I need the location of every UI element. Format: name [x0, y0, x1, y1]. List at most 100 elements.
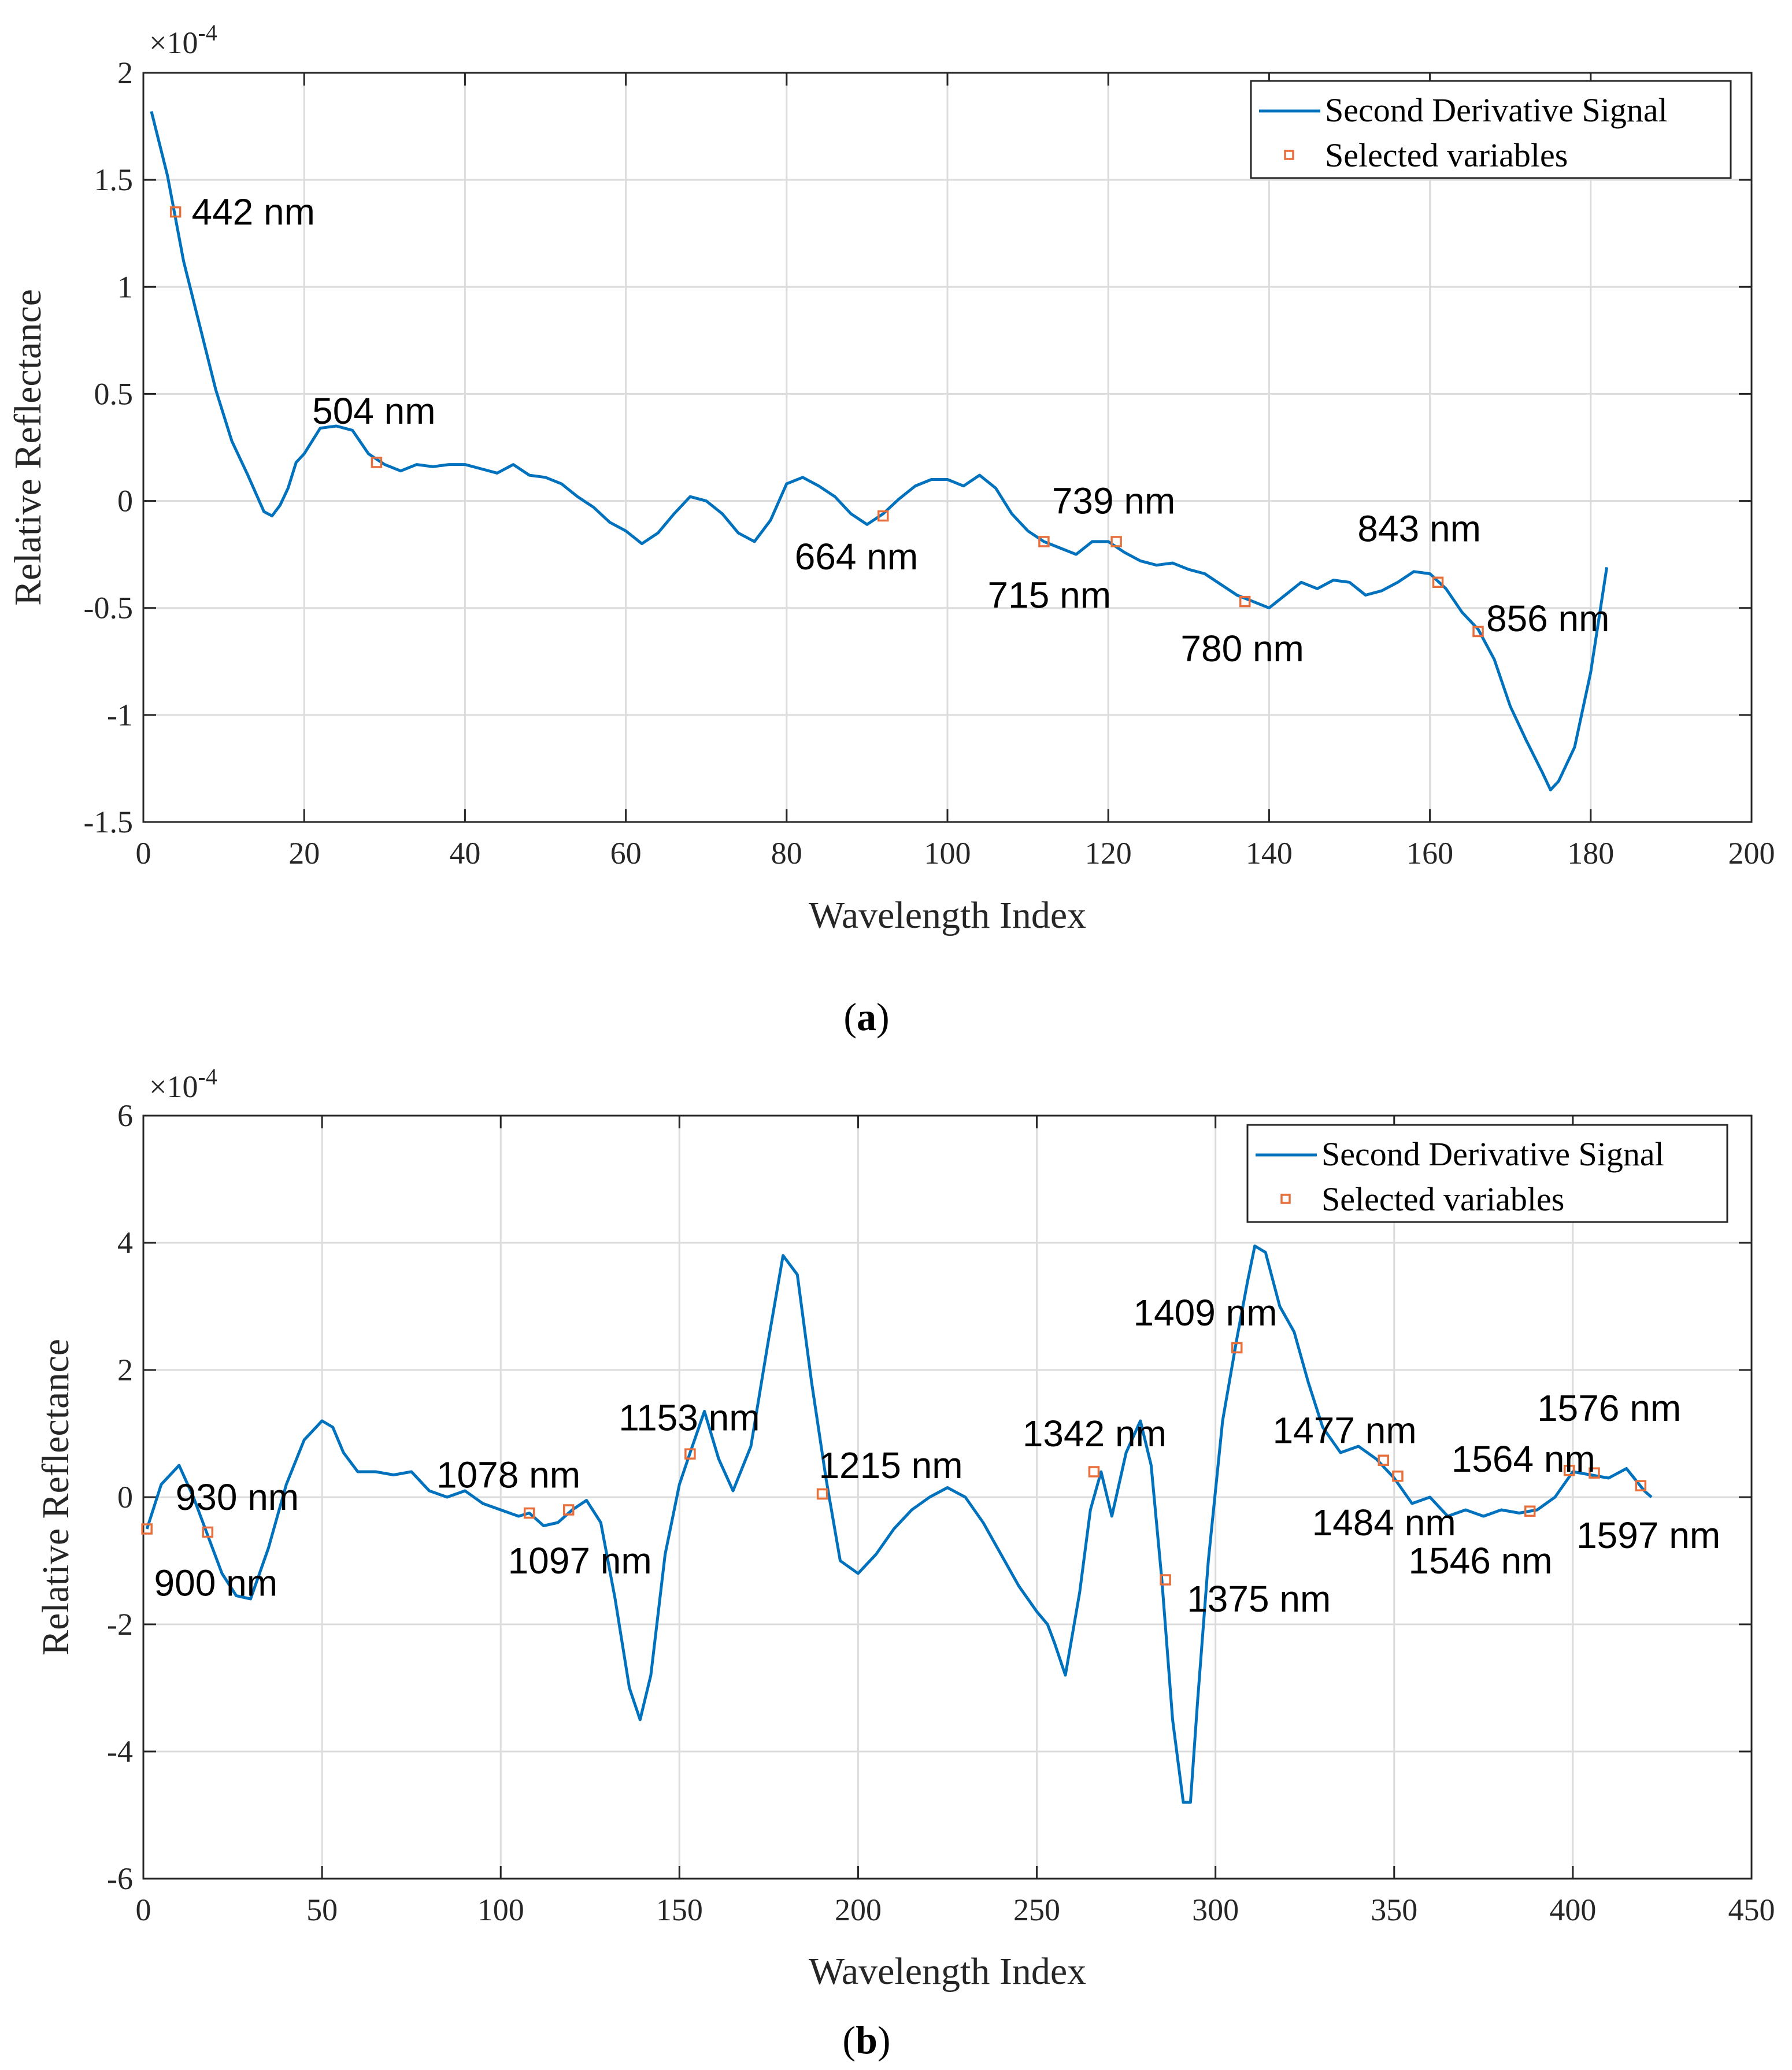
legend-entry-selected-a: Selected variables [1325, 136, 1568, 174]
x-tick-label: 350 [1371, 1893, 1417, 1927]
x-tick-label: 300 [1192, 1893, 1239, 1927]
panel-b: 0 50 100 150 200 250 300 350 400 450 -6 -4 -2 0 2 4 6 90… [35, 1064, 1775, 2062]
selected-marker [371, 457, 383, 468]
selected-marker [1239, 595, 1251, 608]
signal-line [150, 111, 1609, 791]
wavelength-annotation: 1484 nm [1312, 1502, 1456, 1543]
wavelength-annotation: 900 nm [154, 1562, 277, 1604]
y-tick-label: -4 [107, 1734, 133, 1769]
y-tick-label: 1.5 [94, 162, 134, 197]
y-tick-label: 4 [117, 1225, 133, 1260]
y-tick-label: -0.5 [84, 591, 133, 625]
selected-marker [1110, 536, 1122, 547]
y-exponent-b: ×10-4 [149, 1064, 217, 1105]
selected-marker [1589, 1467, 1600, 1479]
selected-markers-b [141, 1342, 1647, 1586]
y-tick-label: -6 [107, 1861, 133, 1896]
wavelength-annotation: 739 nm [1052, 480, 1175, 522]
y-axis-label-b: Relative Reflectance [35, 1339, 77, 1656]
wavelength-annotation: 1477 nm [1273, 1410, 1417, 1451]
x-tick-label: 150 [656, 1893, 703, 1927]
y-axis-label-a: Relative Reflectance [7, 289, 49, 606]
y-tick-label: -2 [107, 1607, 133, 1642]
wavelength-annotation: 1564 nm [1452, 1438, 1595, 1480]
x-tick-label: 200 [835, 1893, 882, 1927]
x-tick-label: 20 [288, 836, 320, 871]
wavelength-annotation: 1546 nm [1409, 1540, 1553, 1582]
series-b [145, 1245, 1653, 1804]
selected-marker [1432, 576, 1444, 588]
legend-b: Second Derivative Signal Selected variab… [1246, 1124, 1728, 1223]
y-exponent-a: ×10-4 [149, 20, 217, 61]
selected-marker [1231, 1342, 1243, 1354]
wavelength-annotation: 1097 nm [508, 1540, 652, 1582]
selected-marker [523, 1507, 535, 1519]
x-tick-label: 200 [1728, 836, 1775, 871]
legend-a: Second Derivative Signal Selected variab… [1250, 80, 1732, 179]
panel-a: 0 20 40 60 80 100 120 140 160 180 200 -1.5 -1 -0.5 0 0.… [7, 20, 1775, 1039]
wavelength-annotation: 843 nm [1357, 508, 1480, 550]
wavelength-annotation: 504 nm [312, 390, 435, 432]
selected-marker [141, 1523, 153, 1535]
selected-marker [1635, 1480, 1647, 1491]
legend-entry-signal-b: Second Derivative Signal [1321, 1135, 1664, 1173]
x-tick-label: 160 [1406, 836, 1453, 871]
x-tick-label: 50 [306, 1893, 338, 1927]
y-tick-label: 2 [117, 1353, 133, 1387]
y-tick-label: 0.5 [94, 376, 134, 411]
x-axis-label-b: Wavelength Index [809, 1950, 1086, 1993]
x-tick-label: 450 [1728, 1893, 1775, 1927]
legend-entry-selected-b: Selected variables [1321, 1180, 1564, 1218]
y-tick-label: 0 [117, 1480, 133, 1514]
legend-box-b [1246, 1124, 1728, 1223]
x-tick-label: 0 [136, 1893, 151, 1927]
series-a [150, 111, 1609, 791]
wavelength-annotation: 442 nm [191, 191, 314, 233]
legend-entry-signal-a: Second Derivative Signal [1325, 91, 1668, 129]
selected-markers-a [169, 206, 1484, 638]
signal-line [145, 1245, 1653, 1804]
selected-marker [684, 1448, 696, 1460]
selected-marker [1563, 1465, 1575, 1476]
wavelength-annotation: 930 nm [176, 1476, 299, 1518]
x-tick-label: 100 [477, 1893, 524, 1927]
legend-marker-swatch-b [1280, 1194, 1291, 1204]
grid-b [143, 1116, 1752, 1879]
selected-marker [1392, 1470, 1404, 1482]
selected-marker [1378, 1454, 1389, 1466]
selected-marker [1088, 1466, 1100, 1477]
selected-marker [1160, 1574, 1171, 1586]
x-tick-label: 120 [1085, 836, 1132, 871]
wavelength-annotation: 664 nm [795, 536, 918, 577]
selected-marker [1038, 536, 1050, 547]
wavelength-annotation: 1342 nm [1023, 1413, 1167, 1454]
x-tick-label: 60 [610, 836, 642, 871]
x-tick-label: 40 [449, 836, 480, 871]
wavelength-annotation: 1409 nm [1133, 1292, 1277, 1334]
panel-label-b: (b) [842, 2018, 890, 2062]
wavelength-annotation: 856 nm [1486, 598, 1609, 639]
x-tick-label: 100 [924, 836, 971, 871]
selected-marker [169, 206, 182, 218]
y-tick-label: -1.5 [84, 805, 133, 839]
wavelength-annotation: 1576 nm [1537, 1387, 1681, 1429]
selected-marker [202, 1526, 214, 1538]
selected-marker [877, 510, 889, 522]
ticks-b: 0 50 100 150 200 250 300 350 400 450 -6 -4 -2 0 2 4 6 [107, 1098, 1775, 1927]
y-tick-label: 2 [117, 55, 133, 90]
y-tick-label: -1 [107, 698, 133, 732]
x-axis-label-a: Wavelength Index [809, 894, 1086, 936]
selected-marker [1524, 1505, 1536, 1517]
wavelength-annotation: 715 nm [988, 574, 1111, 616]
x-tick-label: 400 [1549, 1893, 1596, 1927]
ticks-a: 0 20 40 60 80 100 120 140 160 180 200 -1.5 -1 -0.5 0 0.… [84, 55, 1775, 871]
wavelength-annotation: 1153 nm [619, 1397, 760, 1439]
panel-label-a: (a) [843, 995, 889, 1039]
grid-a [143, 73, 1752, 822]
legend-box-a [1250, 80, 1732, 179]
selected-marker [816, 1488, 828, 1500]
wavelength-annotation: 1597 nm [1576, 1514, 1720, 1556]
x-tick-label: 180 [1567, 836, 1614, 871]
x-tick-label: 250 [1013, 1893, 1060, 1927]
